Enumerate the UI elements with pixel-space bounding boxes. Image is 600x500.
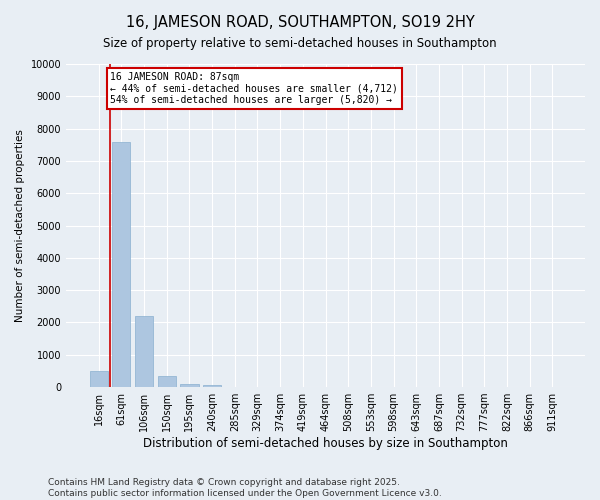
Y-axis label: Number of semi-detached properties: Number of semi-detached properties — [15, 129, 25, 322]
X-axis label: Distribution of semi-detached houses by size in Southampton: Distribution of semi-detached houses by … — [143, 437, 508, 450]
Bar — [203, 386, 221, 387]
Text: 16, JAMESON ROAD, SOUTHAMPTON, SO19 2HY: 16, JAMESON ROAD, SOUTHAMPTON, SO19 2HY — [125, 15, 475, 30]
Text: Contains HM Land Registry data © Crown copyright and database right 2025.
Contai: Contains HM Land Registry data © Crown c… — [48, 478, 442, 498]
Bar — [89, 371, 108, 387]
Text: 16 JAMESON ROAD: 87sqm
← 44% of semi-detached houses are smaller (4,712)
54% of : 16 JAMESON ROAD: 87sqm ← 44% of semi-det… — [110, 72, 398, 106]
Bar — [181, 384, 199, 387]
Bar — [158, 376, 176, 387]
Bar — [135, 316, 153, 387]
Text: Size of property relative to semi-detached houses in Southampton: Size of property relative to semi-detach… — [103, 38, 497, 51]
Bar — [112, 142, 130, 387]
